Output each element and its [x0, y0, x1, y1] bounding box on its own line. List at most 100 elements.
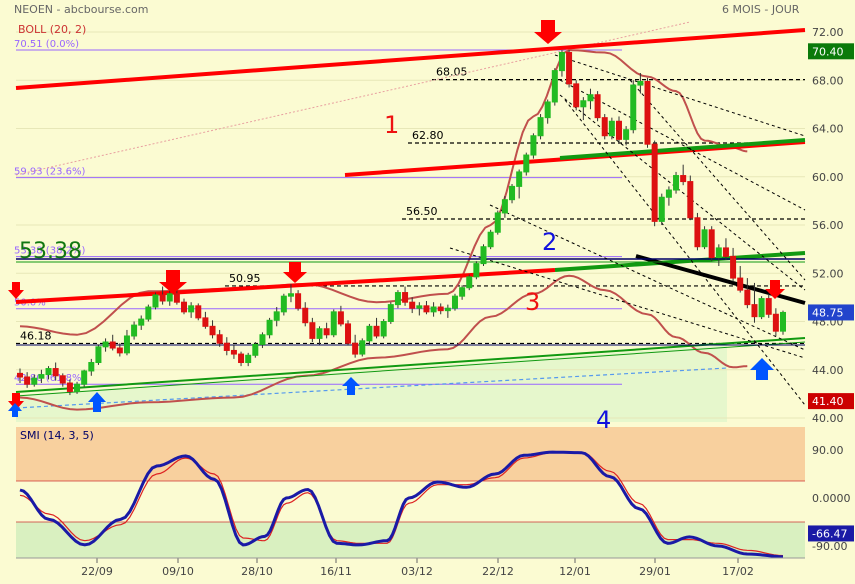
trend-line-3 [15, 268, 556, 304]
candle-body [658, 196, 665, 222]
candle [722, 238, 729, 260]
candle-body [544, 101, 551, 119]
candle [145, 304, 152, 322]
candle-body [373, 325, 380, 337]
candle [637, 73, 644, 94]
smi-main-line [19, 450, 784, 559]
candle [380, 319, 387, 339]
candle-body [380, 321, 387, 337]
candle-body [123, 335, 130, 354]
smi-label: SMI (14, 3, 5) [20, 429, 94, 442]
candle [544, 99, 551, 124]
candle [409, 297, 416, 314]
candle-body [259, 334, 266, 345]
candle [480, 244, 487, 267]
price-levels: 68.05 62.80 56.50 50.95 46.18 [16, 66, 805, 345]
candle-body [252, 343, 259, 356]
candle-body [337, 311, 344, 325]
candle [109, 334, 116, 351]
candle-body [409, 301, 416, 309]
candlesticks [17, 50, 786, 396]
candle-body [88, 362, 95, 372]
candle [516, 169, 523, 199]
candle-body [501, 199, 508, 214]
candle-body [188, 305, 195, 313]
price-tag-box [808, 393, 854, 410]
candle [601, 114, 608, 140]
sell-arrow-icon [283, 262, 307, 283]
candle-body [31, 377, 38, 385]
annotation-1: 1 [384, 111, 399, 139]
candle-body [102, 341, 109, 348]
candle-body [145, 306, 152, 320]
candle [473, 261, 480, 280]
candle-body [673, 175, 680, 191]
candle-body [59, 375, 66, 384]
candle [451, 293, 458, 311]
candle-body [780, 311, 786, 332]
candle [772, 308, 779, 336]
candle-body [608, 120, 615, 137]
smi-tag-label: -66.47 [812, 527, 847, 540]
candle-body [430, 306, 437, 313]
candle [352, 334, 359, 358]
fib-label: 59.93 (23.6%) [14, 167, 85, 178]
candle-body [402, 292, 409, 303]
date-tick-label: 22/09 [81, 565, 113, 578]
candle-body [637, 80, 644, 86]
candle-body [558, 52, 565, 72]
candle-body [81, 370, 88, 385]
candle-body [280, 295, 287, 313]
candle-body [45, 368, 52, 376]
price-tick-label: 52.00 [812, 267, 844, 280]
date-tick-label: 12/01 [559, 565, 591, 578]
candle [95, 344, 102, 365]
candle-body [195, 305, 202, 319]
candle-body [701, 229, 708, 248]
candle-body [52, 368, 59, 377]
candle-body [580, 100, 587, 108]
smi-tag-box [808, 525, 854, 542]
sell-arrow-icon [8, 282, 24, 299]
candle [38, 369, 45, 384]
candle-body [387, 304, 394, 322]
price-tag-label: 41.40 [812, 395, 844, 408]
price-axis: 72.0068.0064.0060.0056.0052.0048.0044.00… [812, 26, 844, 425]
candle [523, 152, 530, 176]
candle [537, 114, 544, 140]
candle [644, 77, 651, 148]
candle-body [680, 175, 687, 183]
candle-body [765, 298, 772, 315]
candle-body [587, 94, 594, 102]
candle-body [516, 171, 523, 187]
candle [501, 196, 508, 218]
price-tags: 70.40 48.75 41.40 -66.47 [808, 43, 854, 542]
candle [159, 286, 166, 305]
candle [316, 326, 323, 345]
candle [765, 293, 772, 318]
level-label: 62.80 [412, 129, 444, 142]
annotation-4: 4 [596, 406, 611, 434]
buy-arrow-icon [750, 358, 774, 380]
candle-body [537, 117, 544, 137]
support-zone [16, 345, 727, 422]
candle [280, 293, 287, 316]
candle-body [758, 298, 765, 318]
candle-body [17, 372, 23, 378]
fibonacci-levels: 70.51 (0.0%) 59.93 (23.6%) 53.38 (38.2%) 50… [14, 39, 622, 385]
fib-label: 42.80 (61.8%) [14, 373, 85, 384]
buy-arrow-icon [342, 377, 360, 395]
candle-body [694, 217, 701, 248]
candle [394, 290, 401, 309]
candle [444, 304, 451, 318]
candle [680, 164, 687, 186]
candle-body [601, 117, 608, 137]
fib-label: 53.38 (38.2%) [14, 246, 85, 257]
candle-body [523, 154, 530, 173]
trend-line-support [15, 337, 806, 393]
candle-body [737, 277, 744, 291]
candle-body [394, 292, 401, 306]
candle-body [509, 185, 516, 201]
candle-body [715, 247, 722, 259]
